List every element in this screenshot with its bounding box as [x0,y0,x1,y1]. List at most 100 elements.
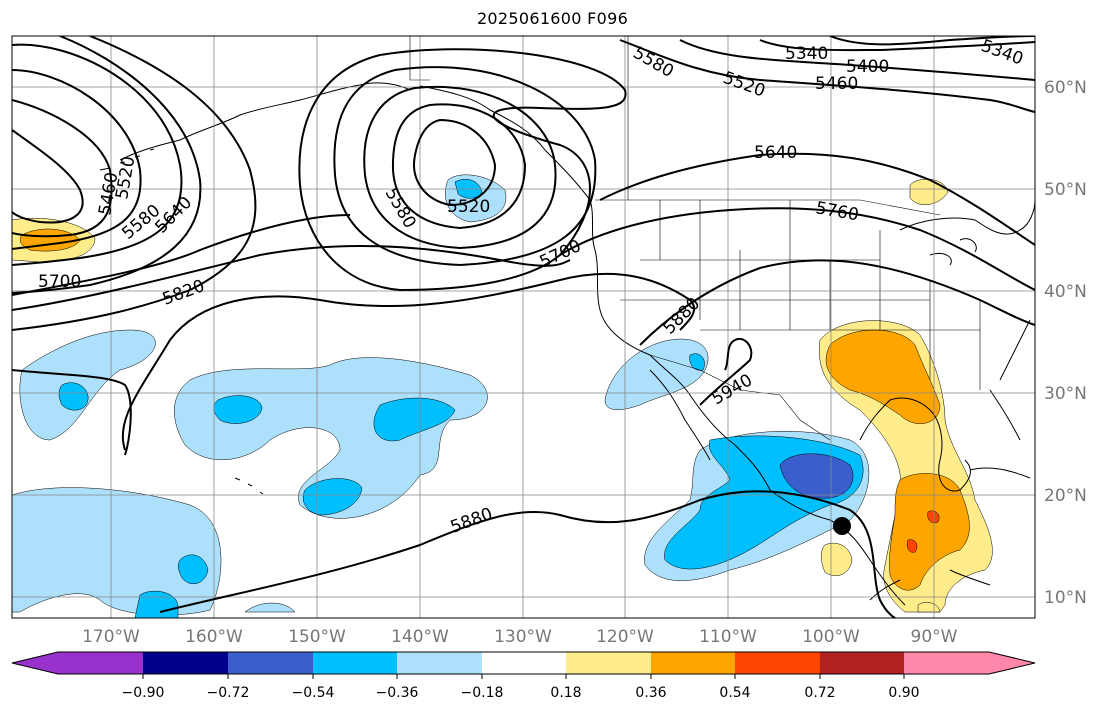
colorbar-segment [904,652,989,674]
latitude-label: 20°N [1044,486,1087,506]
us-east-coast [999,319,1031,381]
contour-line [679,39,1035,81]
hudson-bay-coast [899,199,1035,235]
contour-line [298,48,627,292]
cuba-coast [969,467,1031,479]
colorbar-segment [482,652,566,674]
positive-anomaly-region [821,542,853,576]
colorbar-segment [566,652,651,674]
contour-line [391,103,527,230]
contour-label: 5460 [815,74,858,94]
colorbar-tick-label: −0.54 [292,685,335,701]
longitude-label: 150°W [288,627,346,647]
map-frame [11,35,1036,619]
contour-line [12,369,132,456]
contour-line [559,207,1035,291]
colorbar: −0.90 −0.72 −0.54 −0.36 −0.18 0.18 0.36 … [11,651,1036,701]
longitude-label: 140°W [391,627,449,647]
latitude-label: 40°N [1044,282,1087,302]
political-borders [409,36,981,441]
storm-center-marker [833,517,851,535]
contour-line [12,99,113,238]
contour-line [12,69,142,250]
latitude-label: 10°N [1044,588,1087,608]
negative-anomaly-region [604,338,709,410]
negative-anomaly-core [689,353,705,371]
colorbar-segment [12,652,58,674]
colorbar-segment [651,652,735,674]
north-america-coast [419,85,906,606]
colorbar-segment [313,652,397,674]
longitude-label: 130°W [494,627,552,647]
contour-line [333,66,597,267]
negative-anomaly-core [134,590,179,618]
colorbar-tick-labels: −0.90 −0.72 −0.54 −0.36 −0.18 0.18 0.36 … [122,685,920,701]
colorbar-tick-label: −0.18 [461,685,504,701]
contour-label: 5700 [38,272,81,292]
colorbar-outline [11,651,1036,675]
positive-anomaly-core [825,329,941,424]
colorbar-tick-label: −0.36 [376,685,419,701]
contour-line [12,43,183,266]
latitude-label: 30°N [1044,384,1087,404]
contour-line [413,118,497,207]
map-title: 2025061600 F096 [476,9,629,28]
colorbar-tick-label: 0.72 [804,685,835,701]
contour-line [829,36,1035,46]
map-panel [12,36,1035,618]
contour-line [619,39,1035,113]
colorbar-segment [820,652,904,674]
colorbar-segment [58,652,143,674]
aleutian-islands [99,148,155,171]
contour-line [12,214,351,296]
contour-label: 5640 [754,143,797,163]
border-line [649,354,831,441]
longitude-axis: 170°W 160°W 150°W 140°W 130°W 120°W 110°… [82,627,958,647]
great-lakes [929,238,977,266]
colorbar-segment [143,652,228,674]
negative-anomaly-core [373,397,456,442]
contour-line [599,152,1035,246]
latitude-label: 50°N [1044,180,1087,200]
contour-label: 5400 [846,57,889,77]
colorbar-segment [228,652,313,674]
central-america-coast [869,569,991,601]
contour-line [12,36,257,331]
colorbar-segment [735,652,820,674]
contour-line [363,85,557,250]
longitude-label: 90°W [911,627,958,647]
contour-line [159,490,896,618]
contour-value-labels: 5340 5340 5400 5460 5460 5520 5520 5520 … [38,36,1026,538]
contour-label: 5340 [785,44,828,64]
border-line [620,259,980,331]
negative-anomaly-core [58,382,89,411]
florida-coast [989,389,1021,441]
negative-anomaly-region [19,329,156,441]
colorbar-tick-label: −0.72 [207,685,250,701]
contour-label: 5520 [447,197,490,217]
contour-line [12,244,571,311]
gulf-of-mexico-coast [859,397,971,492]
contour-line [12,36,202,294]
colorbar-tick-label: 0.54 [719,685,750,701]
colorbar-tick-label: −0.90 [122,685,165,701]
negative-anomaly-strong [779,453,854,499]
height-contours [12,36,1035,618]
contour-line [699,337,753,406]
negative-anomaly-region [244,602,296,613]
longitude-label: 170°W [82,627,140,647]
longitude-label: 110°W [699,627,757,647]
negative-anomaly-region [12,487,222,616]
longitude-label: 100°W [802,627,860,647]
positive-anomaly-region [909,178,949,206]
negative-anomaly-core [178,554,209,585]
latitude-axis: 60°N 50°N 40°N 30°N 20°N 10°N [1044,78,1087,608]
contour-line [12,129,84,224]
contour-line [759,39,1035,52]
longitude-label: 120°W [596,627,654,647]
positive-anomaly-strong [906,539,918,553]
contour-line [121,272,696,451]
longitude-label: 160°W [185,627,243,647]
contour-line [639,259,1035,346]
